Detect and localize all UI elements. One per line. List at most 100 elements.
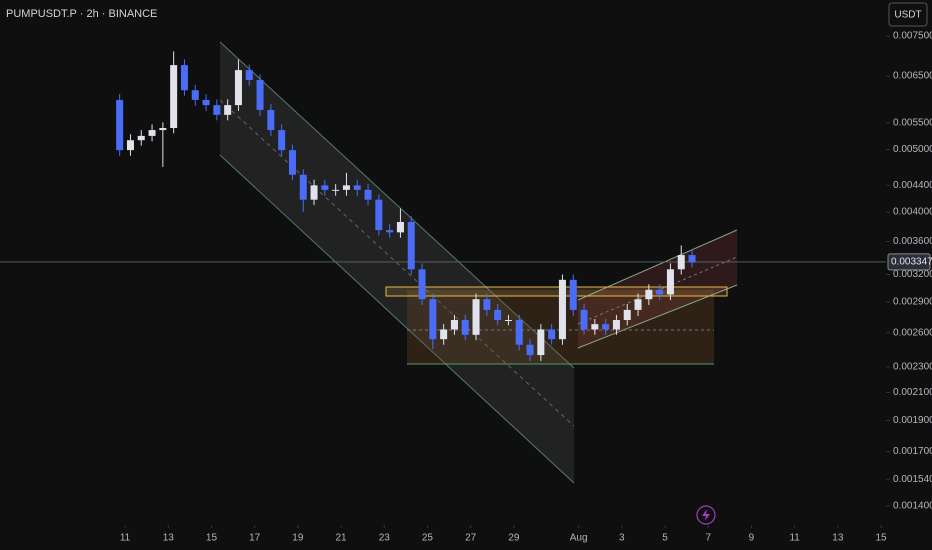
candle-body	[440, 329, 448, 340]
candle-body	[688, 255, 696, 263]
candle-body	[483, 299, 491, 310]
x-tick-label: 25	[422, 533, 434, 544]
current-price-label: 0.003347	[891, 257, 932, 268]
candle-body	[558, 279, 566, 340]
candle-body	[461, 320, 469, 335]
candle-body	[645, 289, 653, 300]
x-tick-label: 7	[705, 533, 711, 544]
candle-body	[602, 324, 610, 330]
y-tick-label: 0.001540	[893, 474, 932, 485]
candle-body	[548, 329, 556, 340]
currency-button[interactable]	[888, 2, 928, 27]
x-tick-label: 9	[749, 533, 755, 544]
candle-body	[580, 309, 588, 330]
candle-body	[612, 320, 620, 330]
channel-lower	[219, 154, 575, 484]
currency-label: USDT	[894, 10, 921, 21]
candle-body	[407, 222, 415, 270]
y-tick-label: 0.007500	[893, 31, 932, 42]
candle-body	[267, 109, 275, 131]
channel-upper	[219, 41, 575, 369]
candle-body	[375, 199, 383, 231]
x-tick-label: 19	[292, 533, 304, 544]
candle-body	[504, 320, 512, 322]
candle-body	[537, 329, 545, 356]
candle-body	[450, 320, 458, 330]
x-tick-label: 27	[465, 533, 477, 544]
y-tick-label: 0.002600	[893, 327, 932, 338]
candle-body	[666, 269, 674, 295]
candle-body	[429, 299, 437, 340]
chart-title: PUMPUSDT.P · 2h · BINANCE	[6, 8, 157, 20]
x-tick-label: 29	[508, 533, 520, 544]
candle-body	[278, 130, 286, 151]
candle-body	[234, 70, 242, 106]
x-tick-label: 15	[875, 533, 887, 544]
x-tick-label: 23	[379, 533, 391, 544]
y-tick-label: 0.002100	[893, 387, 932, 398]
candle-body	[396, 222, 404, 233]
current-price-box	[887, 253, 931, 271]
candle-body	[159, 128, 167, 131]
x-tick-label: 11	[789, 533, 800, 544]
y-tick-label: 0.005500	[893, 118, 932, 129]
x-tick-label: Aug	[570, 533, 588, 544]
ascending-channel	[578, 230, 737, 348]
lightning	[702, 509, 710, 521]
candle-body	[342, 185, 350, 190]
candle-body	[224, 105, 232, 115]
candle-body	[170, 65, 178, 129]
candle-body	[332, 189, 340, 191]
candle-body	[591, 324, 599, 330]
y-tick-label: 0.003200	[893, 269, 932, 280]
candle-body	[137, 135, 145, 141]
candle-body	[288, 150, 296, 175]
candle-body	[526, 344, 534, 356]
candle-body	[191, 90, 199, 100]
candle-body	[299, 174, 307, 200]
x-tick-label: 5	[662, 533, 668, 544]
x-tick-label: 13	[832, 533, 844, 544]
candle-body	[245, 70, 253, 81]
x-tick-label: 3	[619, 533, 625, 544]
candle-body	[310, 185, 318, 200]
resistance-zone	[385, 286, 728, 297]
channel-mid	[219, 99, 575, 427]
y-tick-label: 0.001400	[893, 501, 932, 512]
y-tick-label: 0.003600	[893, 236, 932, 247]
candle-body	[386, 230, 394, 233]
candle-body	[202, 99, 210, 106]
candle-body	[569, 279, 577, 310]
y-tick-label: 0.004400	[893, 180, 932, 191]
candle-body	[656, 289, 664, 295]
candle-body	[213, 105, 221, 115]
candle-body	[677, 255, 685, 270]
y-tick-label: 0.001900	[893, 415, 932, 426]
x-tick-label: 13	[163, 533, 175, 544]
y-tick-label: 0.002900	[893, 297, 932, 308]
candle-body	[180, 65, 188, 91]
candle-body	[472, 299, 480, 335]
candle-body	[364, 189, 372, 200]
candle-body	[116, 99, 124, 151]
event-icon[interactable]	[696, 505, 716, 525]
asc-upper	[577, 229, 738, 301]
y-tick-label: 0.006500	[893, 71, 932, 82]
candle-body	[126, 140, 134, 151]
x-tick-label: 11	[120, 533, 131, 544]
y-tick-label: 0.002300	[893, 362, 932, 373]
y-tick-label: 0.001700	[893, 446, 932, 457]
candle-body	[353, 185, 361, 190]
candle-body	[321, 185, 329, 190]
candle-body	[515, 320, 523, 345]
x-tick-label: 15	[206, 533, 218, 544]
candle-body	[418, 269, 426, 300]
candle-body	[623, 309, 631, 321]
candle-body	[148, 130, 156, 136]
x-tick-label: 17	[249, 533, 261, 544]
y-tick-label: 0.005000	[893, 144, 932, 155]
x-tick-label: 21	[335, 533, 347, 544]
